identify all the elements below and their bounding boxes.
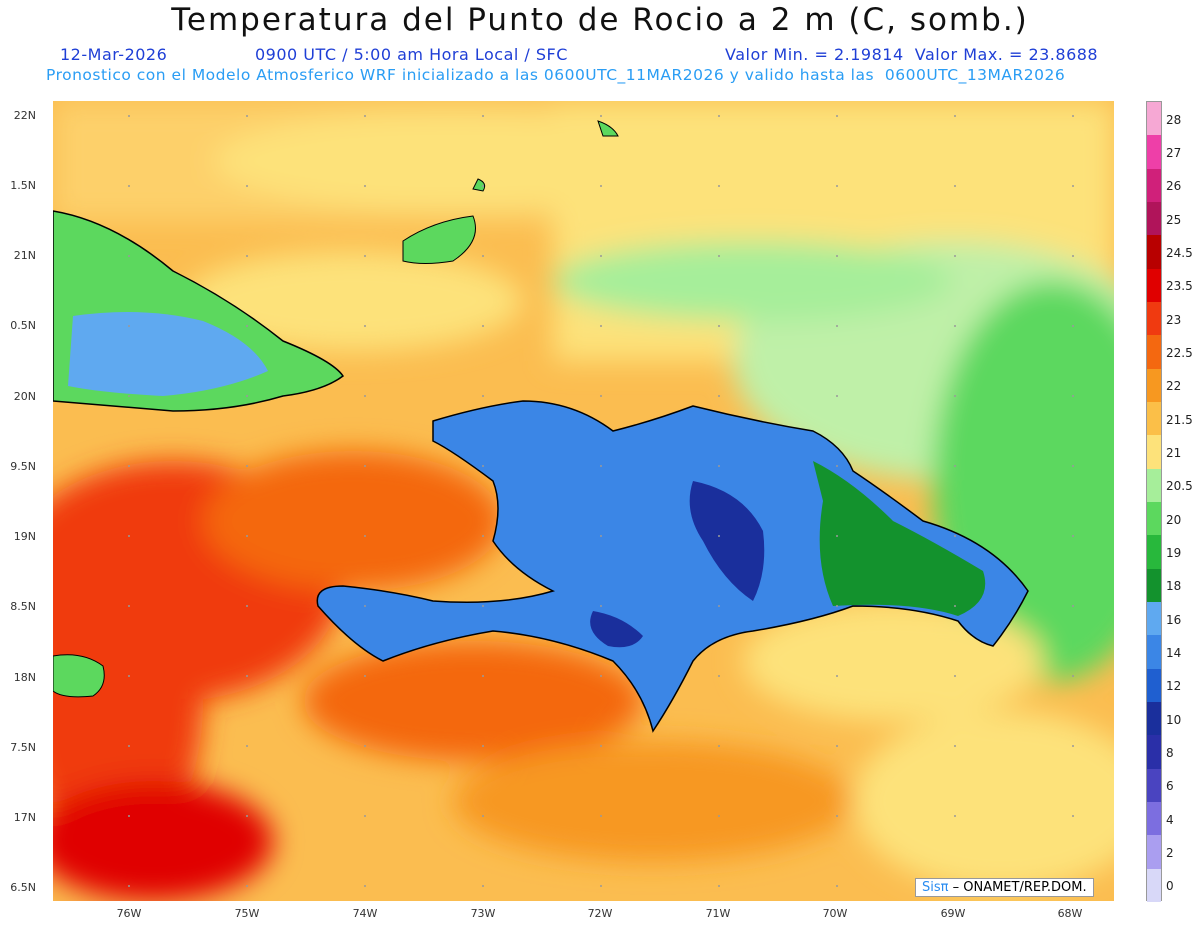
colorbar-label: 6 [1166,779,1174,794]
dewpoint-map [53,101,1114,901]
y-tick: 8.5N [10,600,36,613]
colorbar-label: 23.5 [1166,279,1193,294]
colorbar-swatch [1147,301,1161,336]
colorbar-label: 21.5 [1166,412,1193,427]
colorbar-label: 18 [1166,579,1182,594]
colorbar-swatch [1147,168,1161,202]
colorbar-label: 20.5 [1166,479,1193,494]
colorbar-swatch [1147,635,1161,669]
colorbar-label: 19 [1166,546,1182,560]
colorbar-label: 10 [1166,712,1182,727]
colorbar-label: 25 [1166,212,1182,227]
colorbar-label: 22 [1166,379,1182,394]
colorbar-label: 8 [1166,746,1174,760]
colorbar-label: 26 [1166,179,1182,194]
colorbar [1146,101,1162,902]
colorbar-swatch [1147,735,1161,769]
colorbar-swatch [1147,235,1161,269]
x-tick: 74W [352,907,378,920]
chart-title: Temperatura del Punto de Rocio a 2 m (C,… [171,2,1029,38]
colorbar-label: 16 [1166,612,1182,627]
colorbar-label: 4 [1166,812,1174,827]
colorbar-label: 27 [1166,146,1182,160]
y-tick: 21N [13,249,36,262]
x-tick: 76W [116,907,142,920]
colorbar-swatch [1147,368,1161,402]
colorbar-label: 28 [1166,112,1182,127]
colorbar-swatch [1147,568,1161,602]
x-tick: 70W [822,907,848,920]
colorbar-label: 14 [1166,646,1182,660]
x-tick: 71W [705,907,731,920]
colorbar-swatch [1147,668,1161,702]
x-tick: 73W [470,907,496,920]
colorbar-swatch [1147,801,1161,836]
colorbar-label: 24.5 [1166,246,1193,260]
colorbar-swatch [1147,535,1161,569]
colorbar-label: 12 [1166,679,1182,694]
colorbar-swatch [1147,135,1161,169]
colorbar-swatch [1147,501,1161,536]
y-tick: 9.5N [10,460,36,473]
x-tick: 72W [587,907,613,920]
colorbar-label: 21 [1166,446,1182,460]
colorbar-swatch [1147,401,1161,436]
y-tick: 6.5N [10,881,36,894]
colorbar-swatch [1147,201,1161,236]
y-tick: 18N [13,671,36,684]
y-tick: 20N [13,390,36,403]
date-label: 12-Mar-2026 [60,45,168,64]
time-label: 0900 UTC / 5:00 am Hora Local / SFC [255,45,568,64]
credit-label: Sisπ – ONAMET/REP.DOM. [915,878,1094,897]
colorbar-label: 22.5 [1166,346,1193,360]
credit-text: – ONAMET/REP.DOM. [948,880,1087,895]
y-tick: 17N [13,811,36,824]
colorbar-swatch [1147,268,1161,302]
colorbar-swatch [1147,102,1161,136]
colorbar-swatch [1147,868,1161,902]
colorbar-swatch [1147,435,1161,469]
x-tick: 69W [940,907,966,920]
sis-logo-text: Sisπ [922,880,949,895]
colorbar-swatch [1147,601,1161,636]
minmax-label: Valor Min. = 2.19814 Valor Max. = 23.868… [725,45,1099,64]
x-tick: 68W [1057,907,1083,920]
y-tick: 7.5N [10,741,36,754]
colorbar-label: 20 [1166,512,1182,527]
y-tick: 22N [13,109,36,122]
colorbar-swatch [1147,468,1161,502]
x-tick: 75W [234,907,260,920]
colorbar-label: 0 [1166,879,1174,894]
y-tick: 19N [13,530,36,543]
colorbar-swatch [1147,768,1161,802]
colorbar-label: 23 [1166,312,1182,327]
colorbar-swatch [1147,335,1161,369]
colorbar-swatch [1147,701,1161,736]
colorbar-label: 2 [1166,846,1174,860]
colorbar-swatch [1147,835,1161,869]
model-label: Pronostico con el Modelo Atmosferico WRF… [46,66,1066,84]
y-tick: 0.5N [10,319,36,332]
y-tick: 1.5N [10,179,36,192]
